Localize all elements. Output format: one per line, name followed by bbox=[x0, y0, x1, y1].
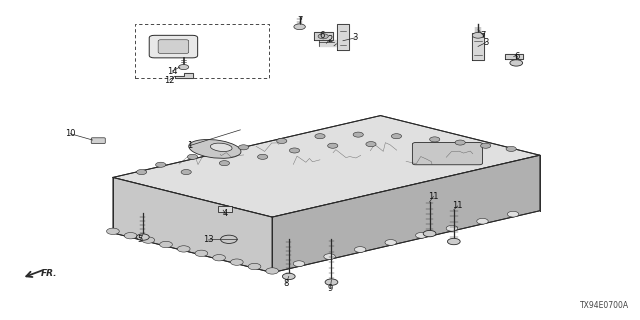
Text: 1: 1 bbox=[187, 141, 192, 150]
Circle shape bbox=[385, 240, 396, 245]
Circle shape bbox=[294, 24, 305, 30]
Circle shape bbox=[248, 263, 261, 270]
Polygon shape bbox=[472, 33, 484, 60]
Circle shape bbox=[318, 34, 328, 39]
FancyBboxPatch shape bbox=[158, 40, 189, 53]
Text: 6: 6 bbox=[515, 52, 520, 61]
Circle shape bbox=[472, 32, 484, 38]
Circle shape bbox=[136, 170, 147, 175]
Circle shape bbox=[195, 250, 208, 257]
Circle shape bbox=[179, 65, 189, 69]
Polygon shape bbox=[272, 155, 540, 273]
Circle shape bbox=[106, 228, 119, 235]
Text: 14: 14 bbox=[167, 67, 177, 76]
Circle shape bbox=[124, 233, 137, 239]
Circle shape bbox=[230, 259, 243, 265]
Circle shape bbox=[266, 268, 278, 274]
Circle shape bbox=[446, 226, 458, 231]
Polygon shape bbox=[113, 116, 540, 217]
Circle shape bbox=[415, 233, 427, 238]
Text: 6: 6 bbox=[319, 31, 324, 40]
Text: 3: 3 bbox=[353, 33, 358, 42]
Ellipse shape bbox=[189, 140, 241, 158]
Circle shape bbox=[293, 261, 305, 267]
Circle shape bbox=[239, 145, 248, 150]
Circle shape bbox=[177, 246, 190, 252]
Circle shape bbox=[508, 211, 519, 217]
Circle shape bbox=[276, 139, 287, 143]
Polygon shape bbox=[175, 73, 193, 77]
Polygon shape bbox=[113, 178, 272, 273]
Ellipse shape bbox=[211, 143, 232, 151]
Text: 4: 4 bbox=[223, 209, 228, 219]
Circle shape bbox=[328, 143, 338, 148]
Text: 8: 8 bbox=[284, 279, 289, 288]
Circle shape bbox=[481, 143, 491, 148]
Circle shape bbox=[423, 230, 436, 237]
FancyBboxPatch shape bbox=[412, 142, 483, 165]
Text: 12: 12 bbox=[164, 76, 175, 84]
Circle shape bbox=[159, 241, 172, 248]
Text: 10: 10 bbox=[65, 129, 76, 138]
Polygon shape bbox=[505, 54, 523, 59]
Circle shape bbox=[429, 137, 440, 142]
Circle shape bbox=[447, 238, 460, 245]
Circle shape bbox=[289, 148, 300, 153]
Text: 3: 3 bbox=[483, 38, 488, 47]
Circle shape bbox=[220, 161, 230, 166]
Circle shape bbox=[257, 154, 268, 159]
Circle shape bbox=[455, 140, 465, 145]
Circle shape bbox=[181, 170, 191, 175]
Text: 5: 5 bbox=[138, 236, 143, 244]
Circle shape bbox=[315, 134, 325, 139]
Text: 11: 11 bbox=[452, 202, 463, 211]
Circle shape bbox=[212, 254, 225, 261]
Text: 7: 7 bbox=[481, 31, 486, 40]
Circle shape bbox=[506, 146, 516, 151]
Circle shape bbox=[477, 218, 488, 224]
Text: 13: 13 bbox=[203, 236, 214, 244]
Circle shape bbox=[353, 132, 364, 137]
Text: 2: 2 bbox=[327, 35, 332, 44]
Text: 9: 9 bbox=[328, 284, 333, 293]
Text: 11: 11 bbox=[428, 192, 438, 201]
Text: 7: 7 bbox=[297, 16, 302, 25]
Polygon shape bbox=[337, 24, 349, 50]
Text: TX94E0700A: TX94E0700A bbox=[580, 301, 629, 310]
Circle shape bbox=[324, 254, 335, 260]
Polygon shape bbox=[314, 32, 333, 40]
Circle shape bbox=[142, 237, 155, 243]
Circle shape bbox=[510, 60, 523, 66]
Polygon shape bbox=[319, 40, 339, 46]
Circle shape bbox=[136, 234, 149, 240]
Circle shape bbox=[282, 273, 295, 280]
Text: FR.: FR. bbox=[41, 269, 58, 278]
Circle shape bbox=[392, 134, 401, 139]
Circle shape bbox=[366, 142, 376, 147]
FancyBboxPatch shape bbox=[92, 138, 105, 143]
Circle shape bbox=[355, 247, 366, 252]
Circle shape bbox=[188, 154, 198, 159]
Bar bbox=[218, 206, 232, 212]
Circle shape bbox=[325, 279, 338, 285]
Circle shape bbox=[156, 162, 166, 167]
FancyBboxPatch shape bbox=[149, 35, 198, 58]
